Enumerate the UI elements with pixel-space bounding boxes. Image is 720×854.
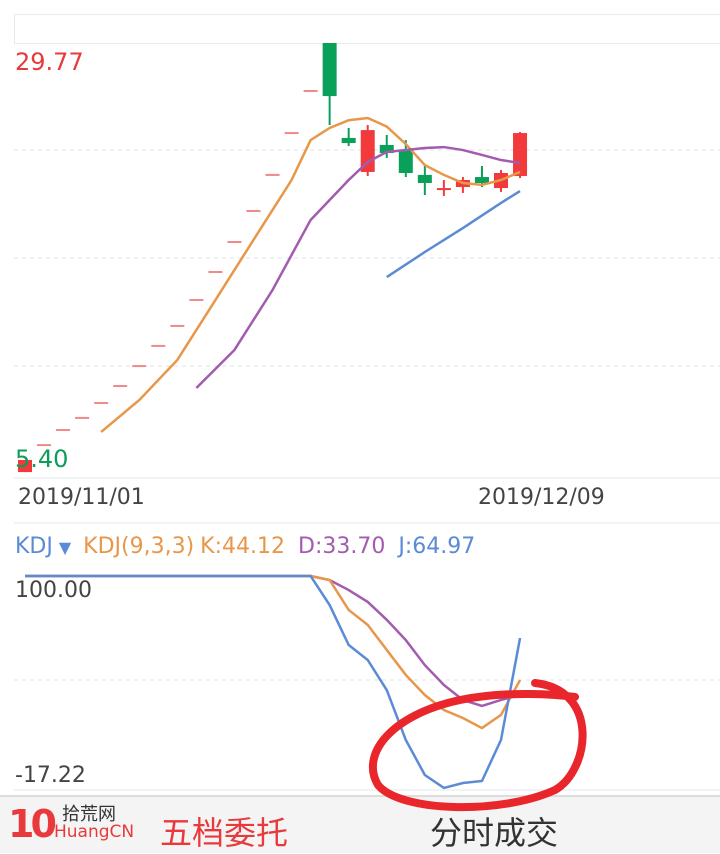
- end-date: 2019/12/09: [478, 485, 605, 510]
- j-value: J:64.97: [398, 534, 476, 559]
- candle-body: [208, 270, 223, 273]
- candle-body: [436, 188, 451, 191]
- price-min-label: 5.40: [15, 445, 69, 473]
- ma-line-3: [386, 189, 521, 279]
- candle-body: [417, 174, 432, 183]
- indicator-selector[interactable]: KDJ ▼: [15, 534, 77, 559]
- start-date: 2019/11/01: [18, 485, 145, 510]
- candle-body: [322, 43, 337, 97]
- watermark-text: 拾荒网: [62, 804, 116, 825]
- kdj-d-line: [25, 574, 521, 708]
- candle-body: [113, 385, 128, 388]
- bottom-tab-bar: [0, 795, 720, 853]
- kdj-min-label: -17.22: [15, 763, 86, 788]
- candle-body: [170, 324, 185, 327]
- candle-body: [265, 173, 280, 176]
- ma-line-1: [100, 116, 521, 433]
- watermark-logo: 10 拾荒网 HuangCN: [8, 802, 135, 846]
- indicator-name: KDJ: [15, 534, 53, 559]
- candle-body: [341, 137, 356, 144]
- candle-body: [56, 429, 71, 432]
- kdj-k-line: [25, 574, 522, 730]
- kdj-j-line: [25, 574, 522, 790]
- kdj-header: KDJ ▼ KDJ(9,3,3) K:44.12 D:33.70 J:64.97: [15, 534, 481, 559]
- kdj-max-label: 100.00: [15, 578, 92, 603]
- candle-body: [227, 241, 242, 244]
- candle-body: [75, 416, 90, 419]
- tab-order-book[interactable]: 五档委托: [160, 814, 289, 852]
- candle-body: [513, 133, 528, 176]
- triangle-down-icon: ▼: [58, 538, 72, 557]
- watermark-sub: HuangCN: [54, 822, 135, 842]
- ma-line-2: [195, 145, 521, 389]
- candle-body: [189, 299, 204, 302]
- candle-body: [132, 365, 147, 368]
- candle-body: [379, 144, 394, 154]
- candle-body: [37, 444, 52, 447]
- candle-body: [246, 210, 261, 213]
- price-max-label: 29.77: [15, 48, 84, 76]
- kdj-params: KDJ(9,3,3): [83, 534, 195, 559]
- candle-body: [398, 150, 413, 173]
- candle-body: [94, 402, 109, 405]
- d-value: D:33.70: [298, 534, 386, 559]
- candle-body: [284, 132, 299, 135]
- chart-top-bar: [14, 14, 720, 44]
- k-value: K:44.12: [200, 534, 285, 559]
- candle-body: [474, 177, 489, 183]
- tab-time-sales[interactable]: 分时成交: [430, 814, 559, 852]
- candle-body: [303, 90, 318, 93]
- candle-body: [151, 344, 166, 347]
- candle-body: [18, 459, 32, 473]
